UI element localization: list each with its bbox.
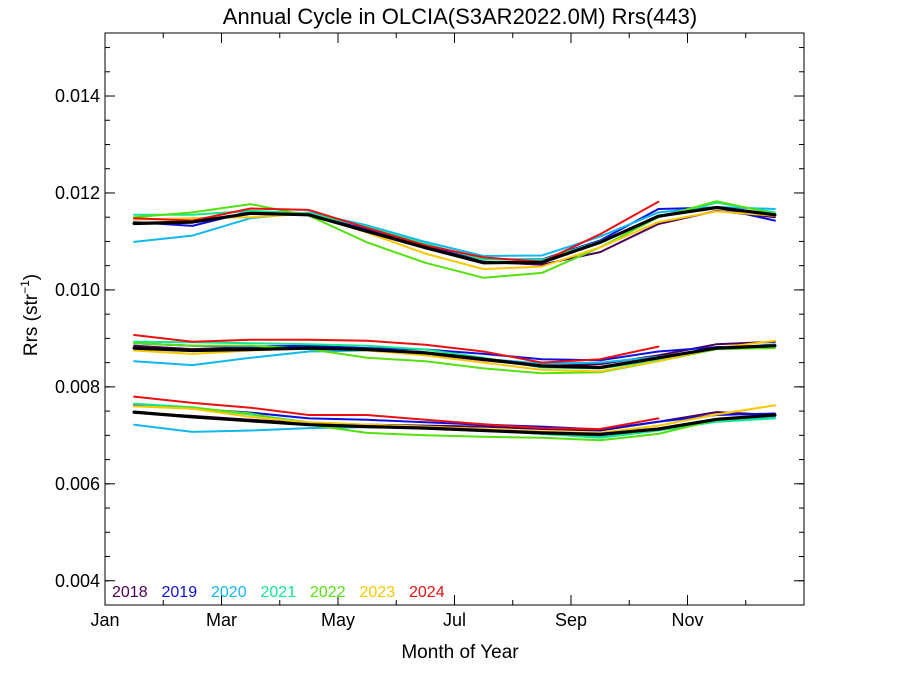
legend-item-2022: 2022 — [310, 584, 346, 601]
y-tick-label: 0.014 — [55, 86, 100, 106]
legend: 2018 2019 2020 2021 2022 2023 2024 — [112, 584, 445, 601]
series-line-2020-group-1 — [133, 206, 776, 257]
x-tick-label: Jul — [443, 610, 466, 630]
legend-item-2018: 2018 — [112, 584, 148, 601]
legend-item-2024: 2024 — [409, 584, 445, 601]
series-layer — [133, 200, 776, 442]
mean-line-group-2 — [132, 344, 777, 370]
y-axis-label-end: ) — [21, 274, 42, 280]
x-axis-label: Month of Year — [401, 642, 519, 663]
mean-line-group-1 — [132, 205, 777, 265]
y-tick-label: 0.004 — [55, 571, 100, 591]
y-tick-label: 0.006 — [55, 474, 100, 494]
x-tick-label: Mar — [206, 610, 237, 630]
legend-item-2023: 2023 — [360, 584, 396, 601]
y-axis-label-superscript: −1 — [18, 280, 32, 294]
series-line-2024-group-3 — [133, 395, 660, 430]
legend-item-2020: 2020 — [211, 584, 247, 601]
x-tick-label: Nov — [671, 610, 703, 630]
mean-layer — [132, 205, 777, 436]
y-axis-label: Rrs (str−1) — [18, 274, 42, 356]
x-tick-label: Sep — [555, 610, 587, 630]
x-tick-label: May — [321, 610, 355, 630]
legend-item-2021: 2021 — [261, 584, 297, 601]
x-tick-label: Jan — [90, 610, 119, 630]
y-tick-label: 0.012 — [55, 183, 100, 203]
series-line-2024-group-1 — [133, 200, 660, 263]
y-axis-label-main: Rrs (str — [21, 293, 42, 356]
y-tick-label: 0.010 — [55, 280, 100, 300]
series-line-2023-group-1 — [133, 210, 776, 271]
plot-frame — [104, 32, 805, 606]
plot-axes: Jan Mar May Jul Sep Nov 0.004 0.006 0.008 0.010 0.… — [55, 32, 805, 630]
y-tick-label: 0.008 — [55, 377, 100, 397]
chart-title: Annual Cycle in OLCIA(S3AR2022.0M) Rrs(4… — [223, 4, 697, 29]
legend-item-2019: 2019 — [162, 584, 198, 601]
series-line-2022-group-3 — [133, 405, 776, 442]
series-line-2024-group-2 — [133, 334, 660, 364]
mean-line-group-3 — [132, 410, 777, 436]
